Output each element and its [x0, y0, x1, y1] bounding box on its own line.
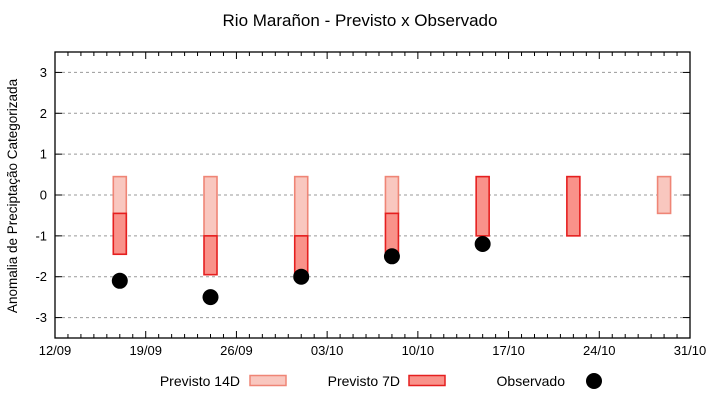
x-tick-label: 10/10 — [402, 343, 435, 358]
point-observado — [383, 248, 400, 265]
y-tick-label: 1 — [40, 147, 47, 162]
x-tick-label: 26/09 — [220, 343, 253, 358]
legend-label-observado: Observado — [497, 373, 566, 389]
point-observado — [202, 289, 219, 306]
x-tick-label: 03/10 — [311, 343, 344, 358]
plot-area: -3 -2 -1 0 1 2 3 12/09 19/09 26/09 03/10 10/10 17/10… — [35, 51, 707, 358]
point-observado — [111, 272, 128, 289]
legend-swatch-previsto-7d — [408, 374, 446, 387]
y-tick-label: -1 — [35, 228, 47, 243]
bar-previsto-7d — [475, 175, 490, 237]
legend-label-previsto-7d: Previsto 7D — [328, 373, 400, 389]
x-tick-label: 24/10 — [583, 343, 616, 358]
plot-border — [54, 51, 691, 339]
x-tick-label: 12/09 — [39, 343, 72, 358]
x-tick-label: 31/10 — [674, 343, 707, 358]
y-axis-title: Anomalia de Preciptação Categorizada — [5, 78, 20, 313]
y-tick-label: -2 — [35, 269, 47, 284]
bar-previsto-7d — [112, 212, 128, 256]
y-tick-label: 2 — [40, 106, 47, 121]
x-tick-label: 17/10 — [492, 343, 525, 358]
bar-previsto-7d — [566, 175, 581, 237]
point-observado — [293, 268, 310, 285]
legend-label-previsto-14d: Previsto 14D — [160, 373, 240, 389]
legend: Previsto 14D Previsto 7D Observado — [160, 373, 602, 389]
bar-previsto-14d — [384, 175, 400, 215]
legend-marker-observado — [586, 373, 602, 389]
bar-previsto-14d — [203, 175, 218, 237]
bar-previsto-14d — [656, 175, 672, 215]
x-tick-label: 19/09 — [129, 343, 162, 358]
bar-previsto-14d — [293, 175, 309, 237]
point-observado — [474, 236, 491, 253]
bar-previsto-7d — [203, 235, 218, 276]
y-tick-label: -3 — [35, 310, 47, 325]
y-tick-label: 0 — [40, 188, 47, 203]
bar-previsto-7d — [384, 212, 400, 256]
legend-swatch-previsto-14d — [249, 374, 287, 387]
chart-title: Rio Marañon - Previsto x Observado — [223, 11, 498, 30]
y-tick-label: 3 — [40, 65, 47, 80]
